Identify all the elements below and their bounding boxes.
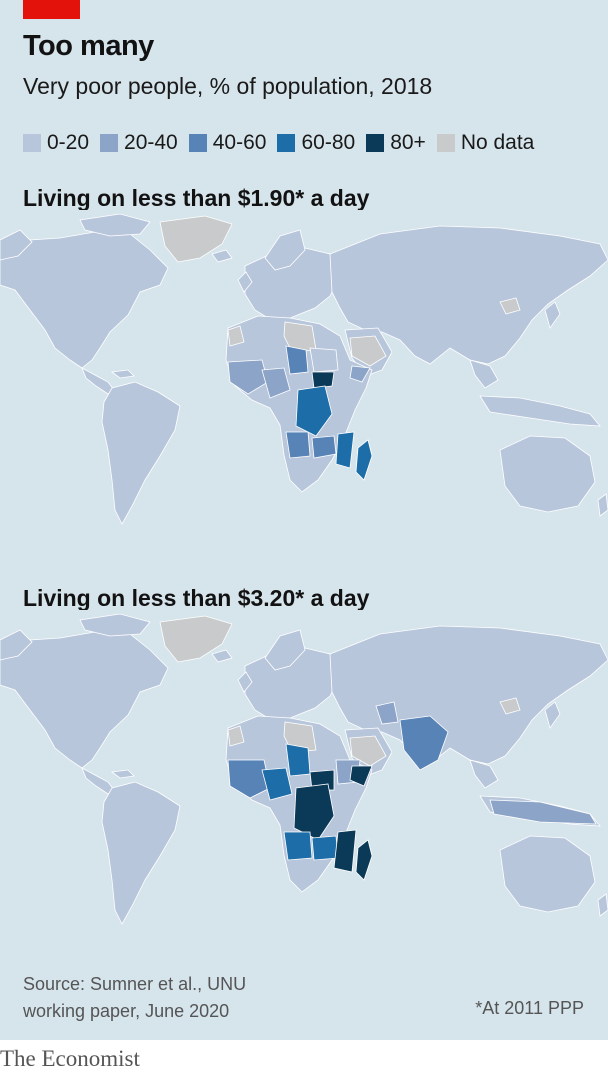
sahel-west-patch xyxy=(227,359,269,395)
legend-swatch xyxy=(436,134,455,152)
source-line-2: working paper, June 2020 xyxy=(23,1001,230,1021)
legend-item-80-plus: 80+ xyxy=(366,131,426,155)
western-sahara-shape xyxy=(227,325,245,347)
mozambique-patch xyxy=(333,829,357,873)
chart-title: Too many xyxy=(23,30,154,62)
legend-item-20-40: 20-40 xyxy=(100,131,178,155)
angola-patch xyxy=(283,831,313,861)
south-america-shape xyxy=(101,381,181,525)
source-note: Source: Sumner et al., UNU working paper… xyxy=(23,971,246,1025)
world-map-320 xyxy=(0,610,608,932)
legend-label: No data xyxy=(460,131,535,154)
pakistan-patch xyxy=(375,701,399,725)
europe-shape xyxy=(244,247,341,321)
sudan-patch xyxy=(309,347,339,373)
legend-item-40-60: 40-60 xyxy=(188,131,267,155)
somalia-patch xyxy=(349,365,371,383)
legend-item-0-20: 0-20 xyxy=(23,131,89,155)
nigeria-patch xyxy=(261,367,291,399)
indonesia-shape xyxy=(479,395,601,427)
caribbean-shape xyxy=(110,769,135,779)
legend-label: 0-20 xyxy=(47,131,90,154)
legend-swatch xyxy=(366,134,385,152)
western-sahara-shape xyxy=(227,725,245,747)
legend-swatch xyxy=(188,134,207,152)
map-title-320: Living on less than $3.20* a day xyxy=(23,585,370,611)
brand-red-tag xyxy=(23,0,80,19)
australia-shape xyxy=(499,435,596,513)
chad-patch xyxy=(285,743,311,777)
japan-shape xyxy=(544,301,561,329)
world-map-190 xyxy=(0,210,608,532)
indonesia-patch xyxy=(489,799,597,825)
iceland-shape xyxy=(211,249,233,263)
iceland-shape xyxy=(211,649,233,663)
uk-shape xyxy=(237,271,253,293)
southeast-asia-shape xyxy=(469,759,499,789)
europe-shape xyxy=(244,647,341,721)
scandinavia-shape xyxy=(264,629,306,671)
congo-drc-patch xyxy=(295,385,333,437)
brand-wordmark: The Economist xyxy=(0,1046,140,1071)
greenland-shape xyxy=(159,615,233,663)
source-line-1: Source: Sumner et al., UNU xyxy=(23,974,247,994)
map-title-190: Living on less than $1.90* a day xyxy=(23,185,370,211)
arctic-islands-shape xyxy=(79,613,151,637)
scandinavia-shape xyxy=(264,229,306,271)
southeast-asia-shape xyxy=(469,359,499,389)
somalia-patch xyxy=(349,765,373,787)
madagascar-patch xyxy=(355,439,373,481)
legend: 0-20 20-40 40-60 60-80 80+ No data xyxy=(23,129,545,157)
legend-label: 80+ xyxy=(390,131,426,154)
south-america-shape xyxy=(101,781,181,925)
saudi-arabia-shape xyxy=(349,335,387,367)
chart-subtitle: Very poor people, % of population, 2018 xyxy=(23,73,433,99)
sinkiang-shape xyxy=(499,697,521,715)
ppp-footnote: *At 2011 PPP xyxy=(475,998,584,1018)
legend-swatch xyxy=(277,134,296,152)
madagascar-patch xyxy=(355,839,373,881)
sinkiang-shape xyxy=(499,297,521,315)
caribbean-shape xyxy=(110,369,135,379)
chart-panel: Too many Very poor people, % of populati… xyxy=(0,0,608,1040)
japan-shape xyxy=(544,701,561,729)
congo-drc-patch xyxy=(293,783,335,841)
chad-patch xyxy=(285,345,309,375)
legend-label: 40-60 xyxy=(212,131,267,154)
new-zealand-shape xyxy=(597,893,608,917)
arctic-islands-shape xyxy=(79,213,151,237)
sahel-west-patch xyxy=(227,759,271,799)
zambia-patch xyxy=(311,435,337,459)
australia-shape xyxy=(499,835,596,913)
legend-swatch xyxy=(100,134,119,152)
greenland-shape xyxy=(159,215,233,263)
alaska-shape xyxy=(0,229,33,261)
legend-item-60-80: 60-80 xyxy=(277,131,355,155)
uk-shape xyxy=(237,671,253,693)
nigeria-patch xyxy=(261,767,293,801)
legend-item-no-data: No data xyxy=(436,131,535,155)
legend-label: 20-40 xyxy=(124,131,178,154)
saudi-arabia-shape xyxy=(349,735,387,767)
zambia-patch xyxy=(311,835,339,861)
india-patch xyxy=(399,715,449,771)
angola-patch xyxy=(285,431,311,459)
legend-label: 60-80 xyxy=(301,131,356,154)
south-sudan-patch xyxy=(311,371,335,389)
mozambique-patch xyxy=(335,431,355,469)
legend-swatch xyxy=(23,134,41,152)
new-zealand-shape xyxy=(597,493,608,517)
alaska-shape xyxy=(0,629,33,661)
